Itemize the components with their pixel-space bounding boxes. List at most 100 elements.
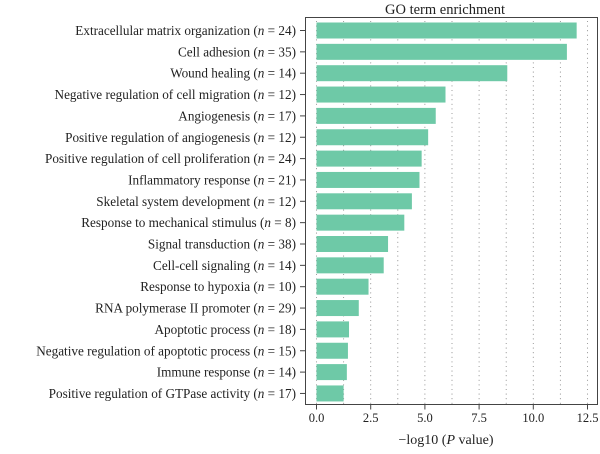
grid-dot [451,338,453,340]
grid-dot [505,246,507,248]
grid-dot [370,347,372,349]
category-label-16: Immune response (n = 14) [157,365,296,380]
grid-dot [505,112,507,115]
grid-dot [505,145,507,147]
grid-dot [478,338,480,340]
grid-dot [451,264,453,266]
grid-dot [559,329,561,331]
grid-dot [586,20,589,23]
grid-dot [559,287,561,289]
grid-dot [586,39,589,41]
grid-dot [505,379,507,381]
grid-dot [532,177,534,179]
grid-dot [478,296,480,299]
grid-dot [532,250,534,253]
grid-dot [424,163,426,165]
grid-dot [478,375,480,377]
grid-dot [559,94,561,96]
grid-dot [315,191,318,193]
grid-dot [559,292,561,294]
bar-6 [316,150,422,167]
grid-dot [586,260,589,262]
grid-dot [315,126,318,128]
grid-dot [424,398,426,400]
grid-dot [315,296,318,299]
grid-dot [478,232,480,234]
grid-dot [397,209,399,211]
grid-dot [505,324,507,326]
grid-dot [424,181,426,184]
grid-dot [478,241,480,243]
grid-dot [559,306,561,308]
grid-dot [315,361,318,363]
grid-dot [559,237,561,239]
bar-11 [316,257,384,274]
grid-dot [586,365,589,368]
bar-3 [316,86,446,103]
grid-dot [532,145,534,147]
grid-dot [370,126,372,128]
grid-dot [559,204,561,207]
grid-dot [315,273,318,276]
grid-dot [505,370,507,372]
grid-dot [478,319,480,322]
grid-dot [478,342,480,345]
grid-dot [424,301,426,303]
bar-8 [316,193,412,210]
grid-dot [559,301,561,303]
grid-dot [532,89,534,92]
grid-dot [397,278,399,280]
grid-dot [424,310,426,312]
grid-dot [424,365,426,368]
grid-dot [559,85,561,87]
grid-dot [424,333,426,335]
grid-dot [559,172,561,174]
grid-dot [505,301,507,303]
grid-dot [586,342,589,345]
grid-dot [559,342,561,345]
grid-dot [586,255,589,257]
grid-dot [532,296,534,299]
category-label-15: Negative regulation of apoptotic process… [36,343,296,358]
bar-10 [316,236,389,252]
grid-dot [451,140,453,142]
grid-dot [451,191,453,193]
grid-dot [424,324,426,326]
grid-dot [478,145,480,147]
grid-dot [397,306,399,308]
grid-dot [586,347,589,349]
grid-dot [559,398,561,400]
bar-17 [316,385,344,402]
grid-dot [478,278,480,280]
grid-dot [451,283,453,285]
grid-dot [505,250,507,253]
grid-dot [478,108,480,110]
grid-dot [559,39,561,41]
grid-dot [586,361,589,363]
grid-dot [478,99,480,101]
grid-dot [424,283,426,285]
grid-dot [559,384,561,386]
grid-dot [532,39,534,41]
grid-dot [532,393,534,395]
grid-dot [424,246,426,248]
grid-dot [586,319,589,322]
grid-dot [451,260,453,262]
grid-dot [424,329,426,331]
bar-13 [316,300,359,317]
grid-dot [586,352,589,354]
grid-dot [397,315,399,317]
grid-dot [315,149,318,151]
grid-dot [559,365,561,368]
grid-dot [478,352,480,354]
grid-dot [343,273,345,276]
grid-dot [586,62,589,64]
grid-dot [370,365,372,368]
grid-dot [478,135,480,138]
grid-dot [559,232,561,234]
grid-dot [424,292,426,294]
grid-dot [505,306,507,308]
grid-dot [532,163,534,165]
grid-dot [451,250,453,253]
grid-dot [532,103,534,105]
